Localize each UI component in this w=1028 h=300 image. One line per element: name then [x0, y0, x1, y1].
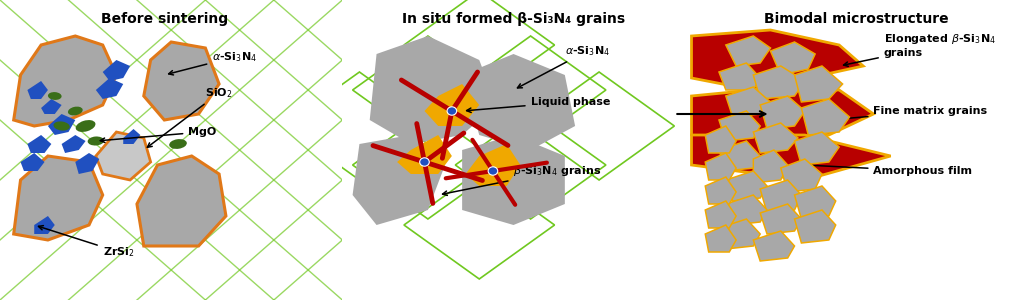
Polygon shape [41, 99, 62, 114]
Polygon shape [795, 132, 839, 165]
Polygon shape [397, 135, 452, 174]
Ellipse shape [48, 92, 62, 100]
Ellipse shape [87, 136, 104, 146]
Polygon shape [705, 153, 736, 180]
Ellipse shape [419, 158, 430, 166]
Text: In situ formed β-Si₃N₄ grains: In situ formed β-Si₃N₄ grains [402, 12, 625, 26]
Polygon shape [802, 99, 849, 135]
Polygon shape [726, 195, 767, 225]
Polygon shape [795, 66, 843, 102]
Ellipse shape [68, 106, 82, 116]
Polygon shape [719, 219, 760, 249]
Polygon shape [760, 204, 802, 234]
Polygon shape [13, 36, 116, 126]
Polygon shape [754, 150, 787, 183]
Polygon shape [62, 135, 85, 153]
Polygon shape [771, 42, 815, 75]
Polygon shape [96, 78, 123, 99]
Text: Bimodal microstructure: Bimodal microstructure [764, 12, 949, 26]
Polygon shape [21, 153, 44, 171]
Text: SiO$_2$: SiO$_2$ [147, 86, 233, 147]
Polygon shape [463, 54, 575, 150]
Polygon shape [795, 186, 836, 219]
Ellipse shape [488, 167, 498, 175]
Polygon shape [719, 141, 760, 171]
Text: $\beta$-Si$_3$N$_4$ grains: $\beta$-Si$_3$N$_4$ grains [443, 164, 601, 195]
Ellipse shape [170, 139, 187, 149]
Polygon shape [754, 231, 795, 261]
Polygon shape [463, 135, 564, 225]
Polygon shape [466, 144, 520, 186]
Text: MgO: MgO [101, 127, 217, 142]
Polygon shape [760, 96, 805, 129]
Polygon shape [692, 135, 890, 180]
Ellipse shape [447, 107, 456, 115]
Polygon shape [48, 114, 75, 135]
Polygon shape [123, 129, 141, 144]
Polygon shape [760, 180, 802, 213]
Polygon shape [96, 132, 151, 180]
Polygon shape [781, 159, 822, 192]
Polygon shape [137, 156, 226, 246]
Polygon shape [726, 87, 771, 117]
Polygon shape [28, 81, 48, 99]
Text: Fine matrix grains: Fine matrix grains [834, 106, 988, 122]
Text: $\alpha$-Si$_3$N$_4$: $\alpha$-Si$_3$N$_4$ [517, 44, 610, 88]
Polygon shape [719, 63, 760, 90]
Text: Liquid phase: Liquid phase [467, 97, 610, 112]
Text: ZrSi$_2$: ZrSi$_2$ [38, 226, 135, 259]
Polygon shape [705, 177, 736, 204]
Polygon shape [13, 156, 103, 240]
Text: Before sintering: Before sintering [101, 12, 228, 26]
Polygon shape [705, 201, 736, 228]
Polygon shape [705, 126, 736, 153]
Polygon shape [34, 216, 54, 234]
Polygon shape [28, 135, 51, 153]
Polygon shape [370, 36, 497, 144]
Polygon shape [144, 42, 219, 120]
Polygon shape [692, 90, 874, 150]
Polygon shape [754, 66, 805, 99]
Text: $\alpha$-Si$_3$N$_4$: $\alpha$-Si$_3$N$_4$ [169, 50, 257, 75]
Polygon shape [726, 171, 767, 201]
Polygon shape [795, 210, 836, 243]
Polygon shape [75, 153, 100, 174]
Text: Amorphous film: Amorphous film [809, 163, 972, 176]
Polygon shape [692, 30, 864, 90]
Polygon shape [754, 123, 798, 153]
Ellipse shape [76, 120, 96, 132]
Polygon shape [103, 60, 131, 81]
Polygon shape [425, 84, 479, 126]
Polygon shape [353, 135, 445, 225]
Polygon shape [726, 36, 771, 66]
Ellipse shape [53, 122, 70, 130]
Polygon shape [719, 111, 760, 141]
Text: Elongated $\beta$-Si$_3$N$_4$
grains: Elongated $\beta$-Si$_3$N$_4$ grains [844, 32, 996, 66]
Polygon shape [705, 225, 736, 252]
